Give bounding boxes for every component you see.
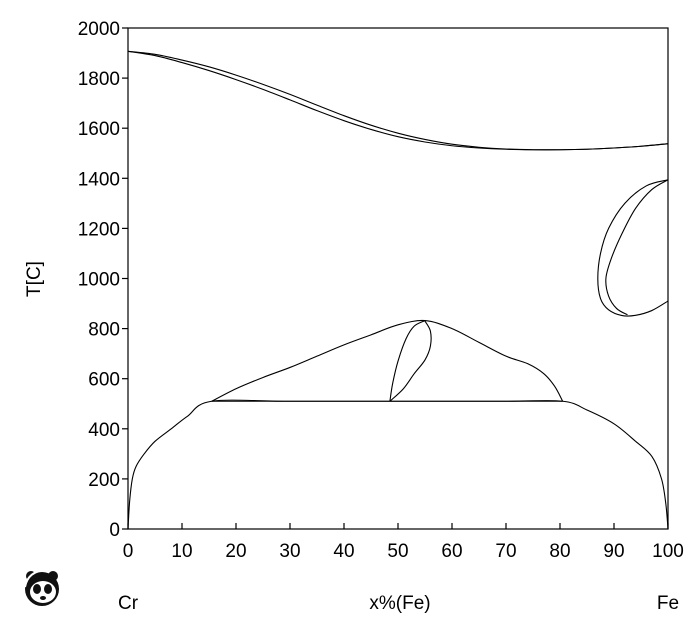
y-tick-label: 400 <box>88 420 120 441</box>
sigma-lobe-left-curve <box>389 320 426 402</box>
x-tick-label: 20 <box>225 541 246 562</box>
y-tick-label: 800 <box>88 320 120 341</box>
axis-ticks: 0 10 20 30 40 50 60 70 80 90 100020040060080010001… <box>78 19 684 562</box>
x-axis-label: x%(Fe) <box>369 593 430 614</box>
y-tick-label: 600 <box>88 370 120 391</box>
y-tick-label: 1200 <box>78 219 120 240</box>
y-tick-label: 1400 <box>78 169 120 190</box>
phase-boundaries <box>127 50 669 530</box>
sigma-lobe-right-curve <box>389 320 432 402</box>
x-tick-label: 100 <box>652 541 684 562</box>
x-tick-label: 10 <box>171 541 192 562</box>
y-tick-label: 200 <box>88 470 120 491</box>
y-axis-label: T[C] <box>24 261 45 297</box>
plot-frame <box>127 27 669 530</box>
x-tick-label: 70 <box>495 541 516 562</box>
gamma-loop-inner-curve <box>605 179 669 316</box>
liquidus-curve <box>127 50 669 151</box>
x-tick-label: 50 <box>387 541 408 562</box>
panda-logo <box>24 569 59 606</box>
x-tick-label: 80 <box>549 541 570 562</box>
y-tick-label: 2000 <box>78 19 120 40</box>
y-tick-label: 0 <box>109 520 120 541</box>
x-right-end-label: Fe <box>657 593 679 614</box>
x-left-end-label: Cr <box>118 593 139 614</box>
y-tick-label: 1000 <box>78 270 120 291</box>
x-tick-label: 30 <box>279 541 300 562</box>
x-tick-label: 0 <box>123 541 134 562</box>
gamma-loop-outer-curve <box>597 179 669 317</box>
sigma-outer-curve <box>211 319 564 402</box>
y-tick-label: 1600 <box>78 119 120 140</box>
x-tick-label: 60 <box>441 541 462 562</box>
miscibility-gap-curve <box>127 399 669 530</box>
y-tick-label: 1800 <box>78 69 120 90</box>
x-tick-label: 40 <box>333 541 354 562</box>
x-tick-label: 90 <box>603 541 624 562</box>
solidus-curve <box>127 50 669 151</box>
